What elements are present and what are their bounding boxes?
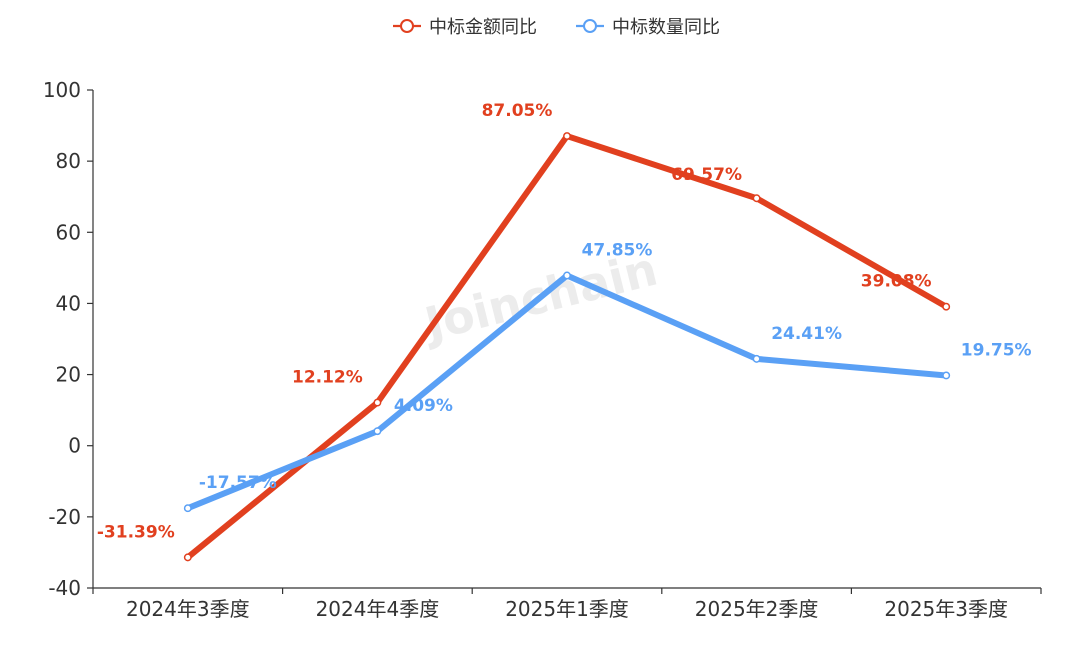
data-point: [942, 302, 951, 311]
data-label: -17.57%: [199, 473, 277, 493]
data-point: [752, 194, 761, 203]
x-tick-label: 2024年4季度: [316, 597, 440, 621]
y-tick-label: -20: [48, 505, 81, 529]
y-tick-label: 80: [56, 149, 81, 173]
legend-item: 中标金额同比: [393, 17, 537, 38]
data-label: 24.41%: [771, 324, 842, 344]
x-tick-label: 2025年3季度: [884, 597, 1008, 621]
data-point: [183, 553, 192, 562]
data-label: 87.05%: [482, 101, 553, 121]
legend: 中标金额同比 中标数量同比: [393, 17, 720, 38]
data-label: 4.09%: [394, 396, 453, 416]
data-label: -31.39%: [97, 522, 175, 542]
data-label: 47.85%: [582, 241, 653, 261]
x-tick-label: 2024年3季度: [126, 597, 250, 621]
y-tick-label: 100: [43, 78, 81, 102]
data-label: 12.12%: [292, 368, 363, 388]
axes: -40 -20 0 20 40 60 80 100 2024年3季度 2024年4季度 2025年1…: [43, 78, 1042, 621]
data-point: [563, 271, 571, 280]
y-tick-label: -40: [48, 576, 81, 600]
legend-label: 中标金额同比: [429, 17, 537, 38]
data-point: [752, 354, 761, 363]
data-point: [373, 427, 382, 436]
series-group: [183, 132, 951, 562]
data-label: 19.75%: [961, 340, 1032, 360]
data-label: 69.57%: [671, 165, 742, 185]
y-tick-label: 40: [56, 291, 81, 315]
x-tick-label: 2025年2季度: [695, 597, 819, 621]
x-tick-label: 2025年1季度: [505, 597, 629, 621]
legend-marker: [400, 19, 414, 33]
data-label: 39.08%: [861, 272, 932, 292]
y-tick-label: 0: [68, 434, 81, 458]
data-point: [183, 504, 192, 513]
legend-marker: [583, 19, 597, 33]
data-point: [942, 371, 951, 380]
y-tick-label: 60: [56, 220, 81, 244]
legend-item: 中标数量同比: [576, 17, 720, 38]
data-labels: -31.39% 12.12% 87.05% 69.57% 39.08% -17.57% 4.…: [97, 101, 1032, 542]
series-line-1: [184, 133, 950, 561]
data-point: [563, 132, 571, 141]
data-point: [373, 398, 382, 407]
y-tick-label: 20: [56, 363, 81, 387]
legend-label: 中标数量同比: [612, 17, 720, 38]
